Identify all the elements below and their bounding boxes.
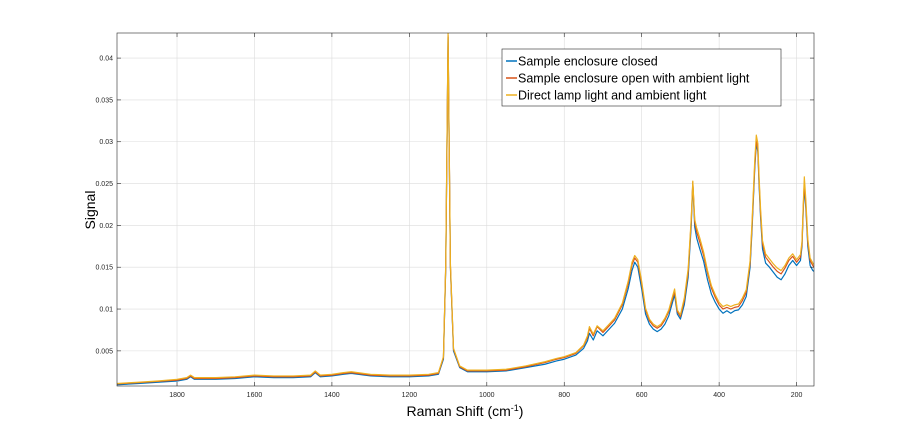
x-tick-label: 400	[713, 392, 725, 399]
y-tick-label: 0.035	[95, 97, 113, 104]
x-axis-title-superscript: -1	[511, 403, 519, 413]
x-tick-label: 1400	[324, 392, 340, 399]
x-axis-title: Raman Shift (cm-1)	[407, 403, 524, 419]
y-tick-label: 0.025	[95, 181, 113, 188]
y-tick-label: 0.015	[95, 265, 113, 272]
series-lines	[117, 33, 814, 386]
y-tick-label: 0.01	[99, 307, 113, 314]
y-tick-label: 0.03	[99, 139, 113, 146]
x-tick-label: 1600	[247, 392, 263, 399]
x-tick-label: 1800	[169, 392, 185, 399]
y-tick-label: 0.005	[95, 348, 113, 355]
y-tick-label: 0.02	[99, 223, 113, 230]
legend-label-3: Direct lamp light and ambient light	[518, 89, 707, 103]
x-tick-label: 200	[791, 392, 803, 399]
x-tick-label: 1000	[479, 392, 495, 399]
x-tick-label: 600	[636, 392, 648, 399]
series-line-2	[117, 34, 814, 385]
series-line-3	[117, 33, 814, 385]
plot-frame	[116, 32, 815, 387]
x-tick-label: 1200	[402, 392, 418, 399]
legend-label-2: Sample enclosure open with ambient light	[518, 72, 750, 86]
legend-box	[501, 48, 782, 107]
series-line-1	[117, 36, 814, 386]
x-axis-title-main: Raman Shift (cm	[407, 403, 511, 419]
legend: Sample enclosure closed Sample enclosure …	[501, 48, 782, 107]
x-axis-title-suffix: )	[519, 403, 524, 419]
y-tick-label: 0.04	[99, 56, 113, 63]
x-tick-label: 800	[558, 392, 570, 399]
y-axis-title: Signal	[82, 191, 98, 230]
legend-label-1: Sample enclosure closed	[518, 55, 658, 69]
axis-ticks: 1800 1600 1400 1200 1000 800 600 400 200 0.005 0.0…	[95, 33, 814, 399]
